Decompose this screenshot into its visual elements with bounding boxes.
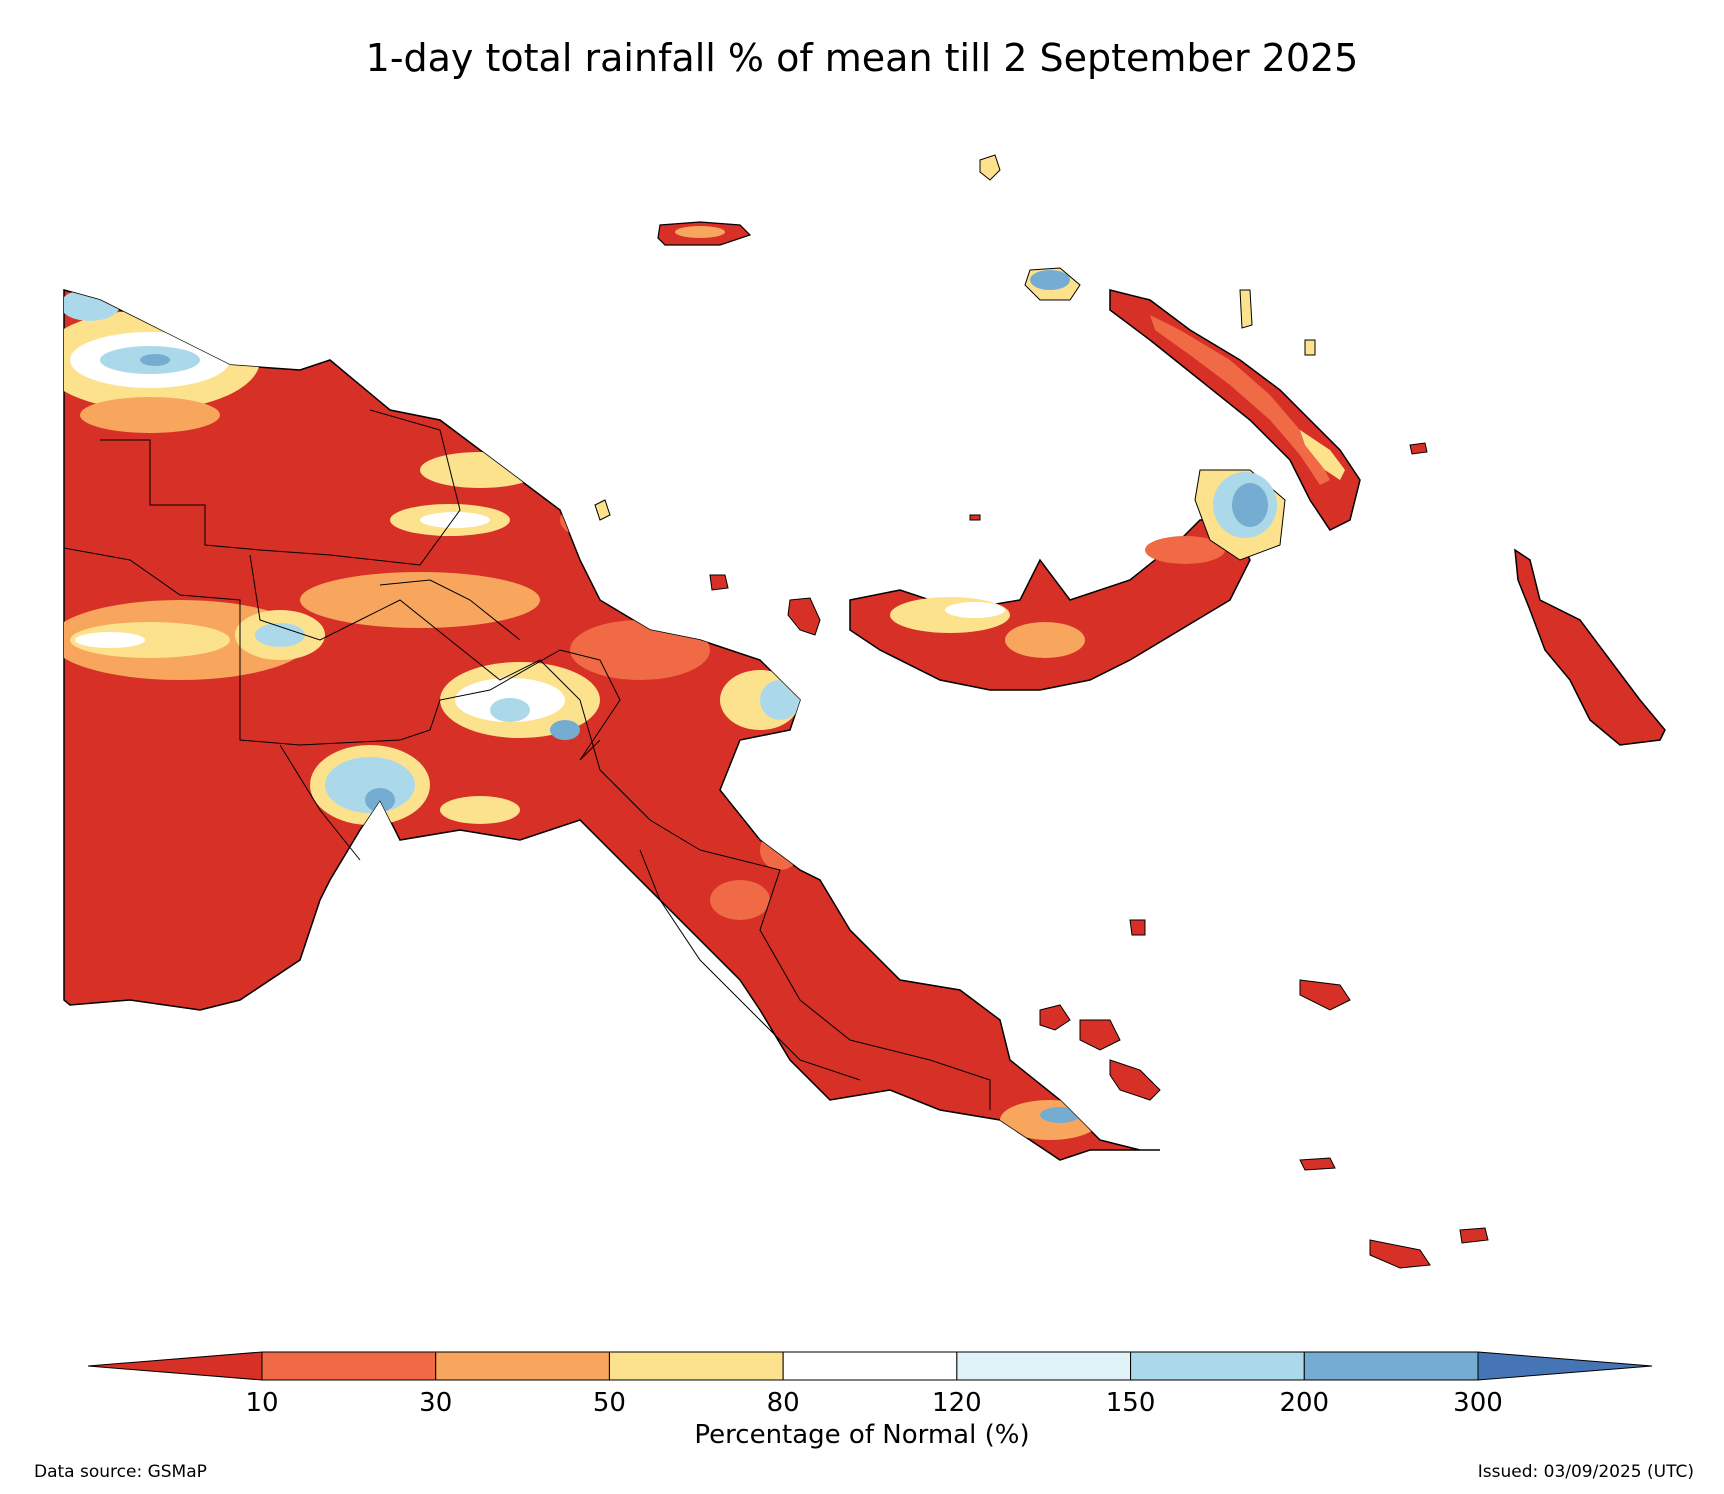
- new-ireland: [1024, 267, 1361, 531]
- data-source-note: Data source: GSMaP: [34, 1462, 207, 1482]
- new-britain: [849, 469, 1286, 691]
- colorbar-segment: [608, 1351, 784, 1381]
- colorbar-segment: [435, 1351, 610, 1381]
- colorbar-segment: [1130, 1351, 1305, 1381]
- colorbar-segment: [1303, 1351, 1479, 1381]
- colorbar-title: Percentage of Normal (%): [694, 1420, 1030, 1450]
- colorbar-tick-label: 150: [1105, 1388, 1156, 1418]
- colorbar-tick-label: 10: [245, 1388, 279, 1418]
- bougainville: [1514, 548, 1666, 746]
- manus-island: [657, 221, 752, 246]
- colorbar-segment: [261, 1351, 437, 1381]
- colorbar-extend-low: [87, 1351, 263, 1381]
- colorbar-tick-label: 50: [592, 1388, 626, 1418]
- colorbar-tick-label: 120: [932, 1388, 982, 1418]
- colorbar-segment: [782, 1351, 958, 1381]
- colorbar-tick-label: 30: [419, 1388, 453, 1418]
- colorbar: [87, 1351, 1653, 1381]
- colorbar-extend-high: [1477, 1351, 1653, 1381]
- mainland: [63, 289, 1160, 1161]
- colorbar-segment: [956, 1351, 1132, 1381]
- map-title: 1-day total rainfall % of mean till 2 Se…: [365, 36, 1359, 80]
- colorbar-tick-label: 300: [1453, 1388, 1503, 1418]
- colorbar-tick-label: 200: [1279, 1388, 1330, 1418]
- colorbar-tick-label: 80: [766, 1388, 800, 1418]
- small-islands: [594, 154, 1489, 1269]
- issued-date-note: Issued: 03/09/2025 (UTC): [1477, 1462, 1694, 1482]
